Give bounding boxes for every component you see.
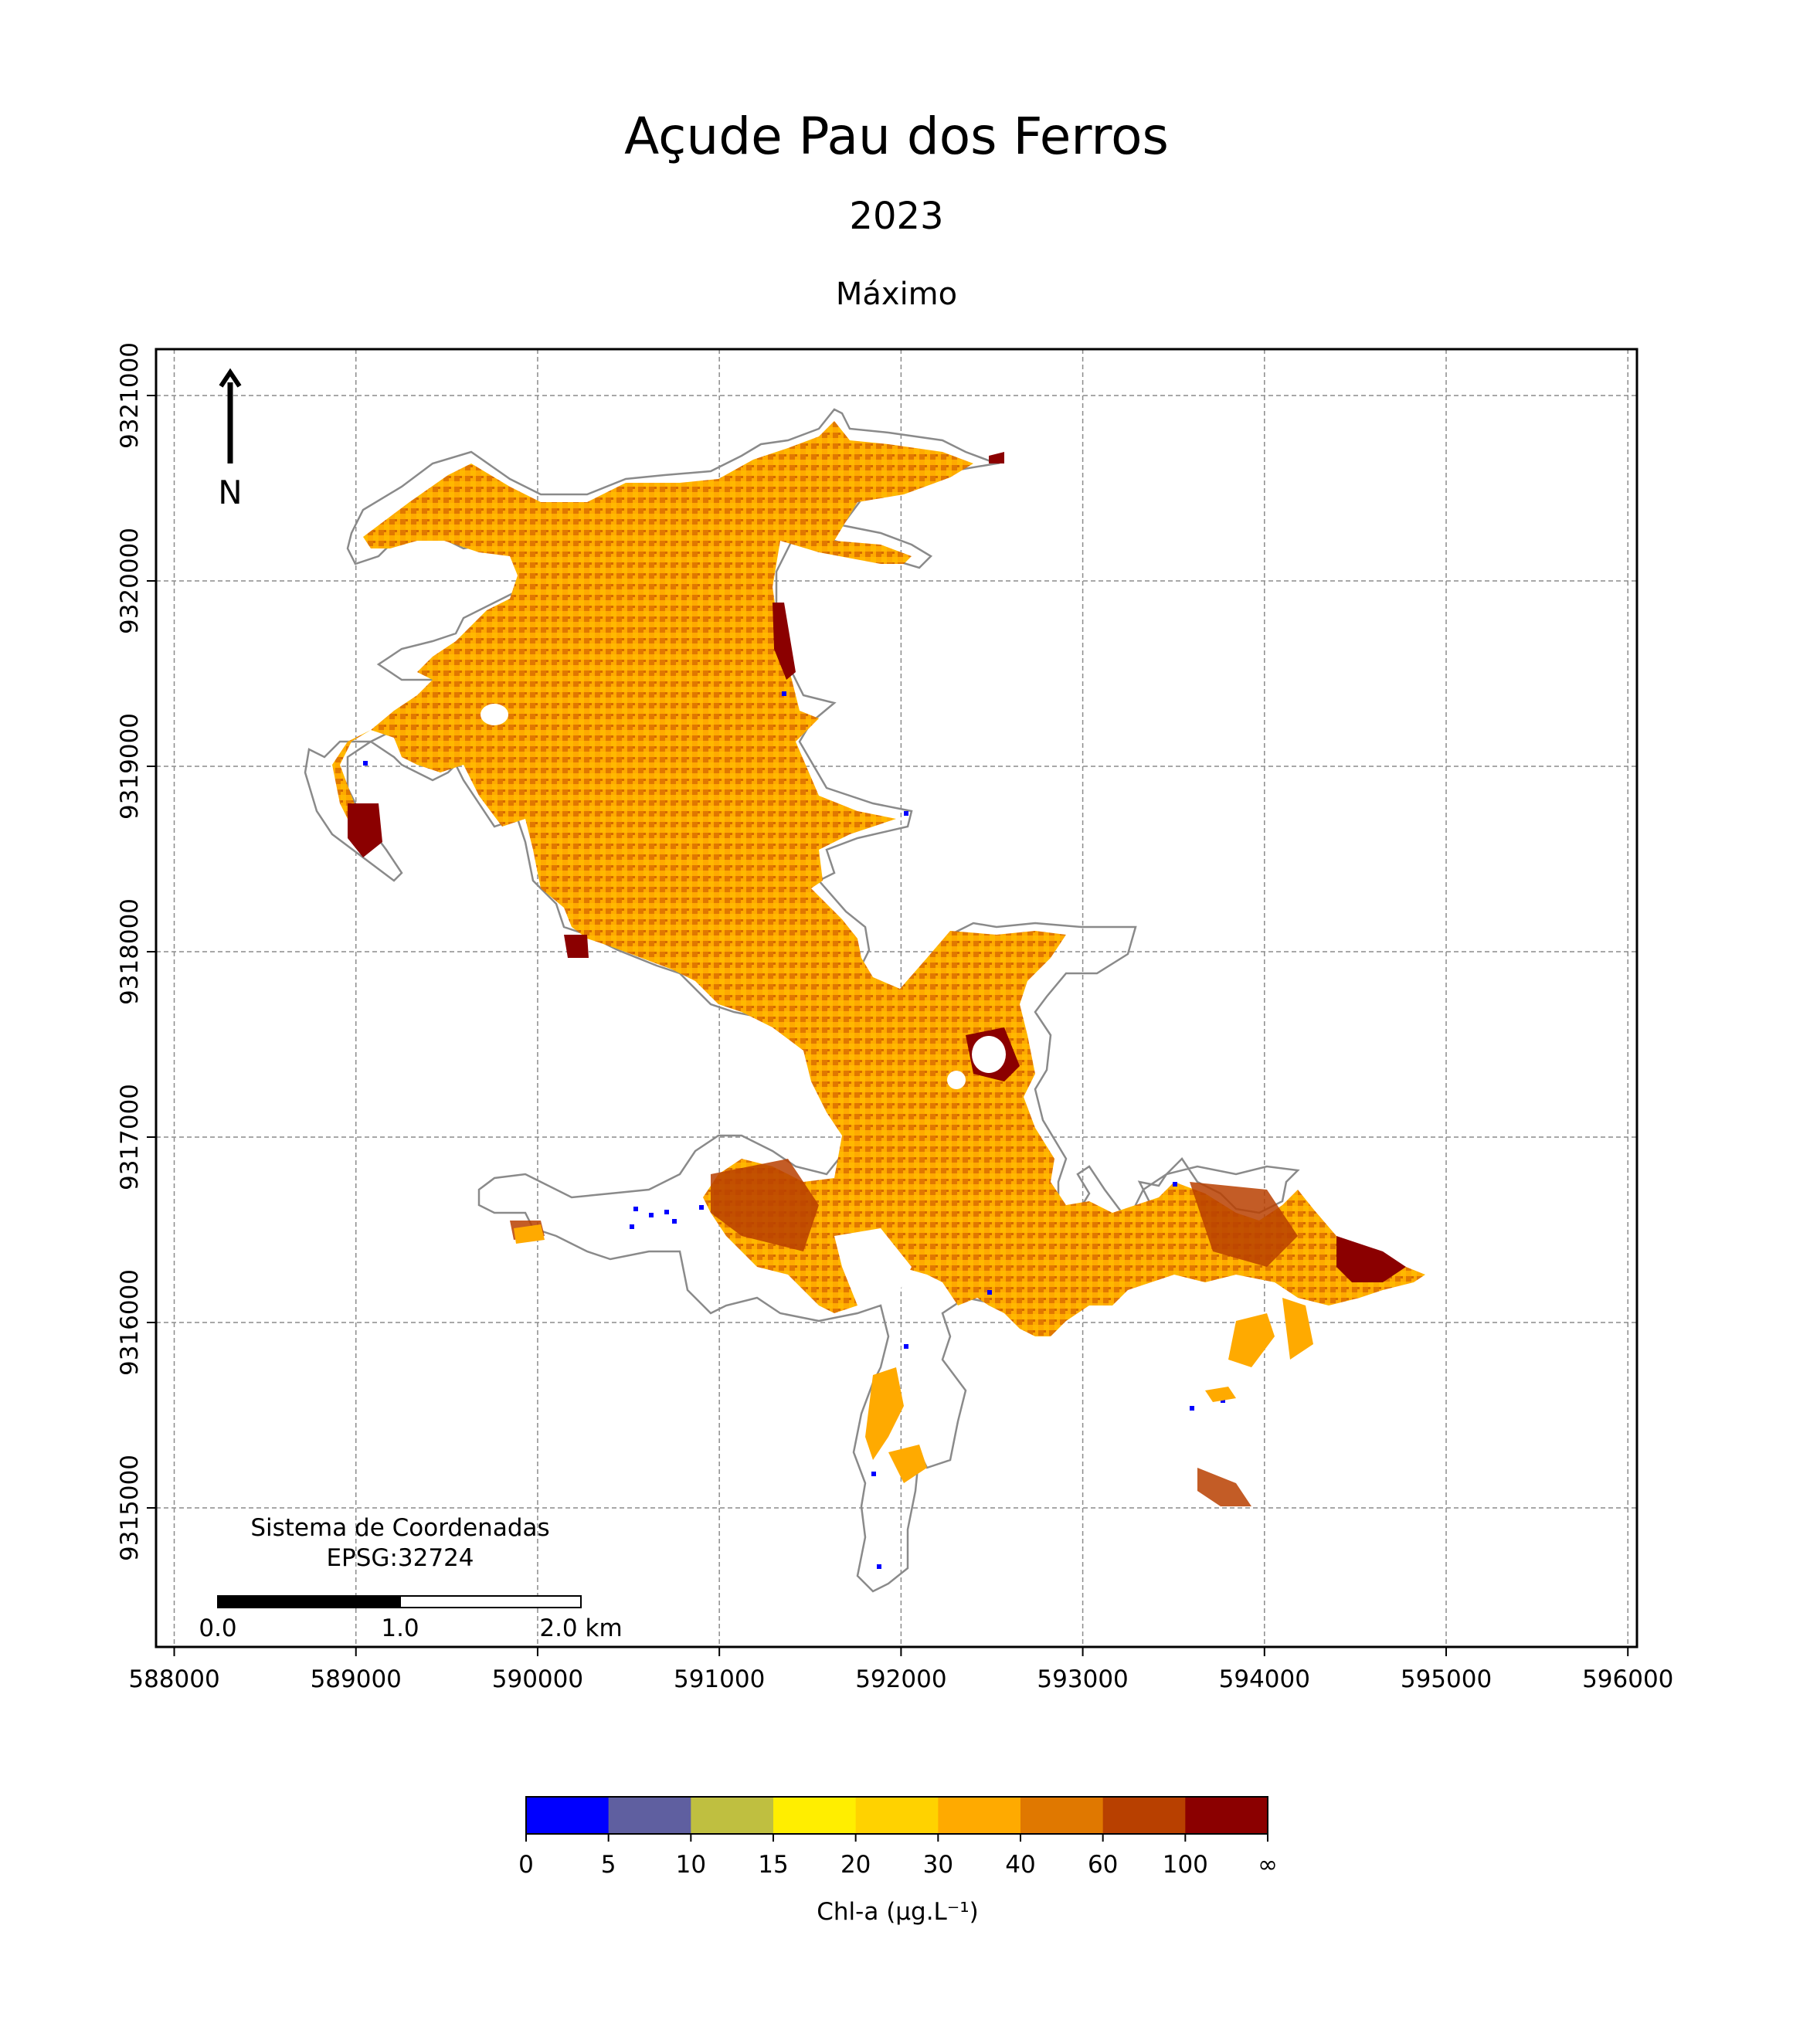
colorbar-tick-label: 20 [840,1851,871,1879]
axis-ticks: 588000 589000 590000 591000 592000 593000 5940… [116,342,1673,1693]
scale-label-0: 0.0 [199,1614,236,1642]
scale-label-2: 2.0 km [539,1614,622,1642]
map-frame [155,348,1638,1648]
y-tick-label: 9320000 [116,528,144,634]
reservoir-layer [304,408,1425,1593]
colorbar-tick-label: 30 [923,1851,953,1879]
y-tick-label: 9316000 [116,1269,144,1376]
x-tick-label: 589000 [311,1665,402,1693]
colorbar-tick-label: 5 [601,1851,616,1879]
map-subtitle-year: 2023 [849,195,944,238]
colorbar-tick-label: 10 [676,1851,706,1879]
colorbar-tick-label: 60 [1088,1851,1118,1879]
colorbar-swatch [1185,1797,1268,1834]
crs-title: Sistema de Coordenadas [250,1514,549,1542]
x-tick-label: 593000 [1037,1665,1128,1693]
colorbar: 0 5 10 15 20 30 40 60 100 ∞ [518,1796,1278,1879]
y-tick-label: 9319000 [116,713,144,820]
colorbar-frame [525,1796,1268,1835]
scale-bar: 0.0 1.0 2.0 km [199,1595,623,1642]
y-tick-label: 9315000 [116,1455,144,1561]
colorbar-swatch [691,1797,774,1834]
colorbar-tick-label: 40 [1005,1851,1035,1879]
colorbar-swatch [526,1797,610,1834]
y-tick-label: 9318000 [116,898,144,1005]
islands [481,704,1006,1313]
colorbar-swatch [938,1797,1021,1834]
y-tick-label: 9317000 [116,1084,144,1190]
colorbar-swatch [608,1797,691,1834]
scale-label-1: 1.0 [381,1614,419,1642]
map-statistic-label: Máximo [835,277,958,312]
x-tick-label: 596000 [1582,1665,1673,1693]
x-tick-label: 592000 [855,1665,946,1693]
southern-arm-fragments [514,1224,1313,1483]
colorbar-tick-label: ∞ [1258,1851,1278,1879]
colorbar-swatch [855,1797,939,1834]
chlorophyll-raster [332,421,1425,1336]
x-tick-label: 594000 [1219,1665,1310,1693]
north-arrow-label: N [218,474,242,511]
colorbar-tick-label: 0 [518,1851,534,1879]
colorbar-swatch [1020,1797,1104,1834]
x-tick-label: 591000 [674,1665,765,1693]
x-tick-label: 595000 [1401,1665,1492,1693]
low-chl-pixels [363,691,1225,1569]
x-tick-label: 590000 [492,1665,583,1693]
x-tick-label: 588000 [128,1665,219,1693]
colorbar-tick-label: 15 [758,1851,788,1879]
colorbar-tick-label: 100 [1163,1851,1208,1879]
shoreline-outline [304,408,1300,1593]
colorbar-swatch [1102,1797,1186,1834]
y-tick-label: 9321000 [116,342,144,449]
crs-code: EPSG:32724 [326,1544,474,1572]
map-title: Açude Pau dos Ferros [624,107,1169,166]
north-arrow: N [218,368,243,511]
colorbar-swatch [773,1797,857,1834]
mid-high-chl-patches [510,1159,1298,1506]
colorbar-label: Chl-a (μg.L⁻¹) [817,1898,978,1926]
